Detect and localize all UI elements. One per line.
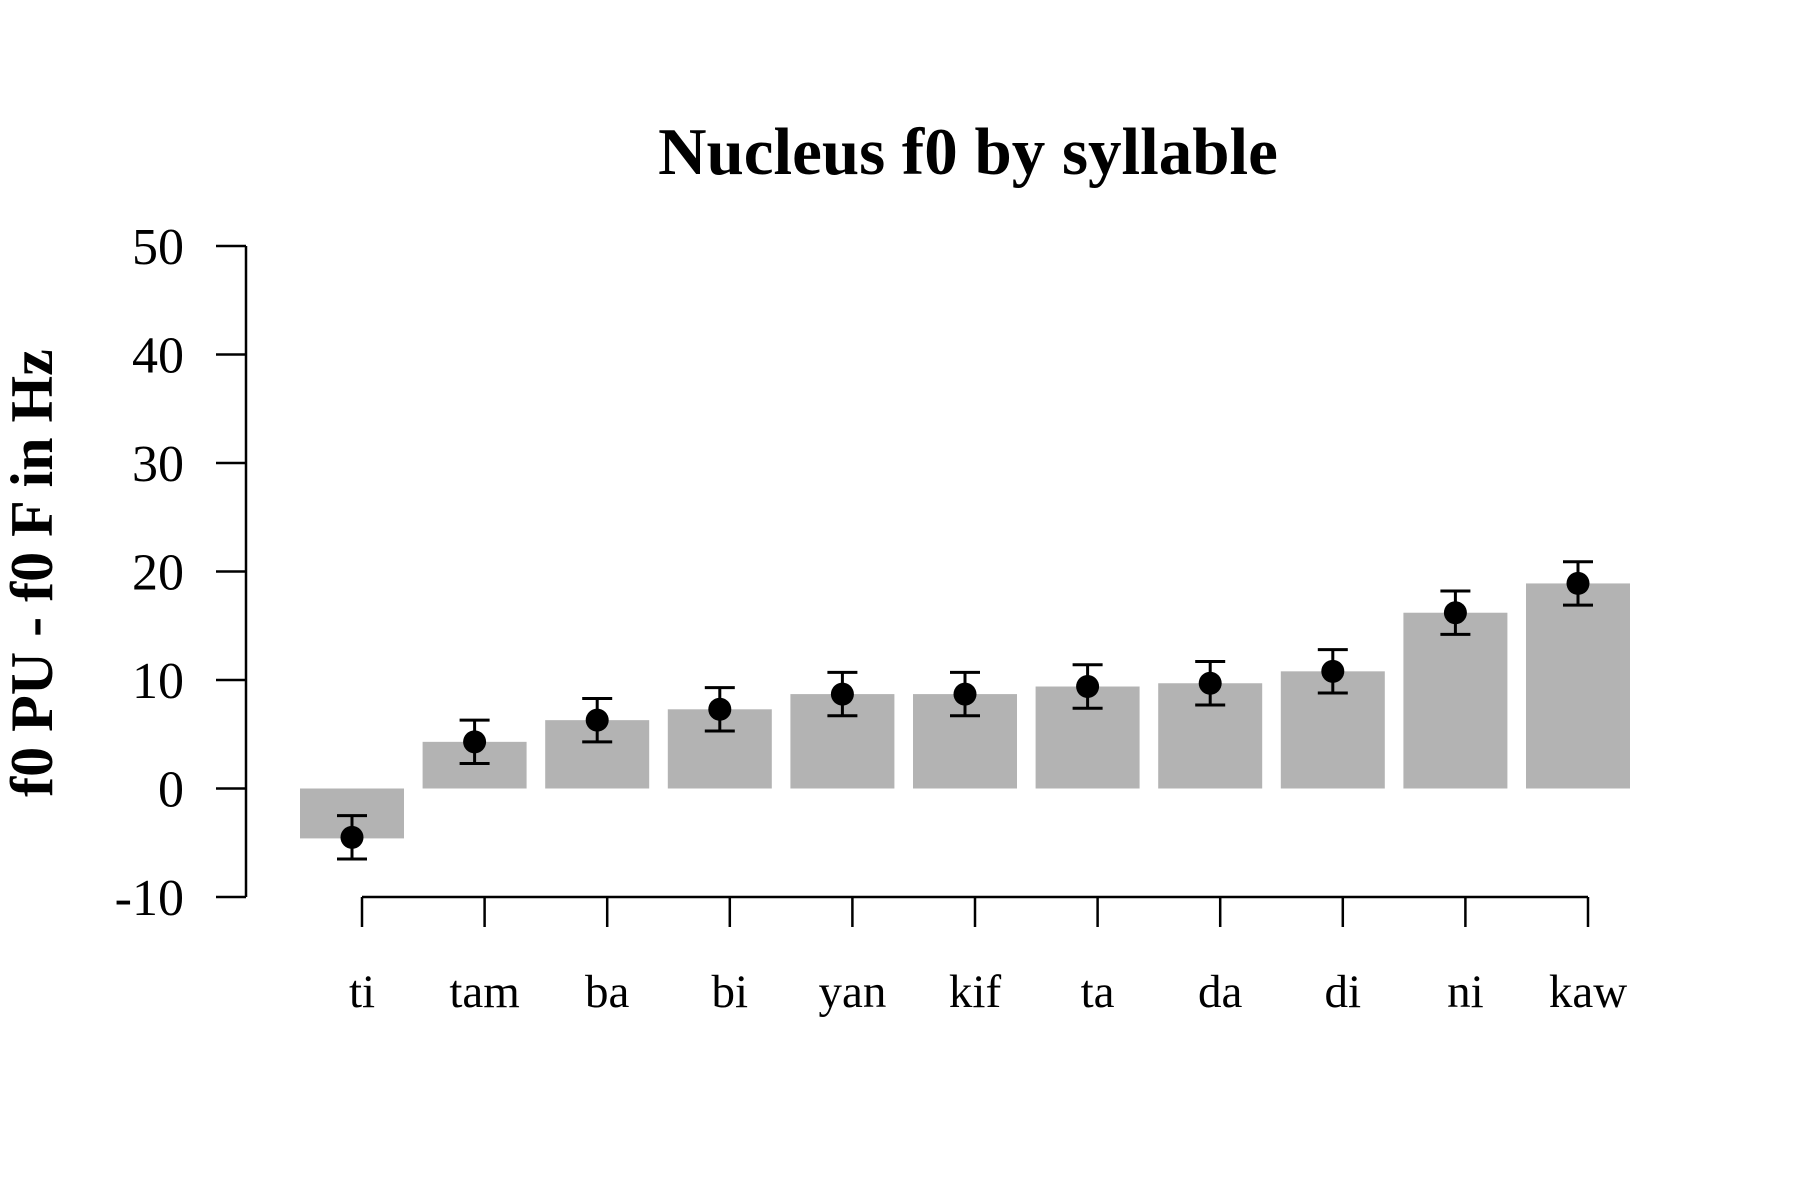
mean-points — [340, 571, 1590, 849]
x-tick-label: ni — [1447, 966, 1484, 1018]
mean-point — [830, 682, 854, 706]
x-tick-label: yan — [818, 966, 886, 1018]
y-tick-label: 10 — [132, 653, 184, 710]
chart-title: Nucleus f0 by syllable — [658, 115, 1278, 189]
x-tick-label: di — [1325, 966, 1362, 1018]
y-tick-label: 40 — [132, 328, 184, 385]
x-axis: ti tam ba bi yan kif ta da di ni kaw — [349, 895, 1627, 1018]
mean-point — [1566, 571, 1590, 595]
x-tick-label: ba — [585, 966, 630, 1018]
y-tick-label: 50 — [132, 219, 184, 276]
mean-point — [340, 825, 364, 849]
mean-point — [585, 708, 609, 732]
mean-point — [953, 682, 977, 706]
x-tick-label: da — [1198, 966, 1243, 1018]
bar — [1526, 583, 1630, 789]
x-tick-label: ta — [1081, 966, 1115, 1018]
y-tick-label: -10 — [115, 870, 184, 927]
mean-point — [463, 730, 487, 754]
x-tick-label: tam — [449, 966, 519, 1018]
bar — [1403, 612, 1508, 789]
x-tick-label: kif — [949, 966, 1002, 1018]
mean-point — [1443, 601, 1467, 625]
mean-point — [708, 697, 732, 721]
y-axis-label: f0 PU - f0 F in Hz — [0, 349, 65, 797]
x-tick-label: ti — [349, 966, 375, 1018]
mean-point — [1076, 675, 1100, 699]
x-tick-label: bi — [712, 966, 749, 1018]
y-axis: -10 0 10 20 30 40 50 — [115, 219, 248, 927]
mean-point — [1198, 671, 1222, 695]
x-tick-label: kaw — [1549, 966, 1627, 1018]
y-tick-label: 20 — [132, 545, 184, 602]
y-tick-label: 0 — [158, 762, 184, 819]
y-tick-label: 30 — [132, 436, 184, 493]
mean-point — [1321, 659, 1345, 683]
bars — [300, 583, 1630, 839]
